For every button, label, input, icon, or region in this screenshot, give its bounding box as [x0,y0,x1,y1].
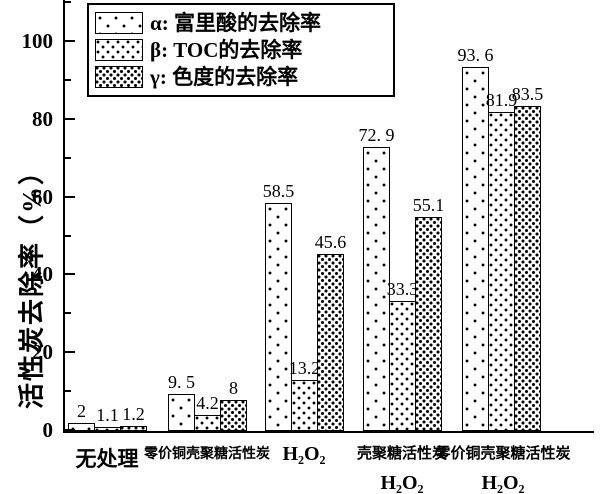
legend-item-beta: β: TOC的去除率 [95,38,387,62]
y-tick-label: 60 [32,184,53,209]
medium-dots-swatch-icon [95,39,143,61]
legend-label-gamma: γ: 色度的去除率 [150,65,299,89]
bar-beta-group3 [291,379,318,431]
bar-beta-group4 [389,301,416,431]
sparse-dots-swatch-icon [95,12,143,34]
bar-value-label: 72. 9 [358,125,395,146]
x-category-label-1: 无处理 [75,447,139,471]
bar-alpha-group2 [168,394,195,431]
y-axis-tick-labels: 0 20 40 60 80 100 [0,0,57,442]
bar-value-label: 45.6 [314,231,347,252]
bar-alpha-group3 [265,203,292,431]
x-category-label-4: 壳聚糖活性炭 H₂O₂ [356,446,448,494]
x-category-label-5: 零价铜壳聚糖活性炭 H₂O₂ [435,446,571,494]
y-minor-tick [65,78,71,81]
legend-label-alpha: α: 富里酸的去除率 [150,11,321,35]
y-tick-label: 40 [32,262,53,287]
bar-value-label: 93. 6 [457,44,494,65]
bar-value-label: 81.9 [485,90,518,111]
y-tick-label: 0 [42,418,54,442]
x-category-label-2: 零价铜壳聚糖活性炭 [144,447,270,462]
x-category-label-3: H₂O₂ [282,443,326,465]
y-minor-tick [65,1,71,4]
bar-value-label: 2 [77,401,86,422]
y-major-tick [65,40,75,42]
bar-value-label: 9. 5 [168,372,195,393]
y-minor-tick [65,156,71,159]
bar-value-label: 58.5 [262,181,295,202]
legend: α: 富里酸的去除率 β: TOC的去除率 γ: 色度的去除率 [87,3,395,97]
bar-value-label: 8 [229,377,238,398]
bar-gamma-group1 [120,426,147,431]
bar-gamma-group5 [514,106,541,431]
y-tick-label: 100 [21,29,54,53]
y-major-tick [65,117,75,120]
y-minor-tick [65,312,71,315]
y-major-tick [65,351,75,354]
y-major-tick [65,273,75,276]
y-major-tick [65,429,75,431]
bar-beta-group5 [488,112,515,431]
y-minor-tick [65,234,71,237]
y-tick-label: 20 [32,340,53,365]
plot-area: 2 9. 5 58.5 72. 9 93. 6 1.1 4.2 13.2 33.3 81.9 1.2… [63,0,594,433]
bar-beta-group1 [94,426,121,431]
bar-value-label: 55.1 [412,194,445,215]
bar-value-label: 1.2 [122,404,145,425]
bar-value-label: 4.2 [196,392,219,413]
bar-gamma-group2 [220,399,247,431]
legend-item-alpha: α: 富里酸的去除率 [95,11,387,35]
legend-item-gamma: γ: 色度的去除率 [95,65,387,89]
x-axis-category-labels: 无处理 零价铜壳聚糖活性炭 H₂O₂ 壳聚糖活性炭 H₂O₂ 零价铜壳聚糖活性炭 H₂O₂ [0,443,600,494]
bar-beta-group2 [194,414,221,431]
bar-value-label: 1.1 [96,404,119,425]
bar-value-label: 33.3 [386,279,419,300]
y-major-tick [65,195,75,198]
y-tick-label: 80 [32,106,53,131]
y-minor-tick [65,390,71,393]
dense-dots-swatch-icon [95,66,143,88]
bar-value-label: 13.2 [288,357,321,378]
bar-value-label: 83.5 [511,84,544,105]
bar-alpha-group4 [363,147,390,431]
bar-gamma-group3 [317,253,344,431]
bar-alpha-group5 [462,66,489,431]
bar-gamma-group4 [415,216,442,431]
legend-label-beta: β: TOC的去除率 [150,38,303,62]
